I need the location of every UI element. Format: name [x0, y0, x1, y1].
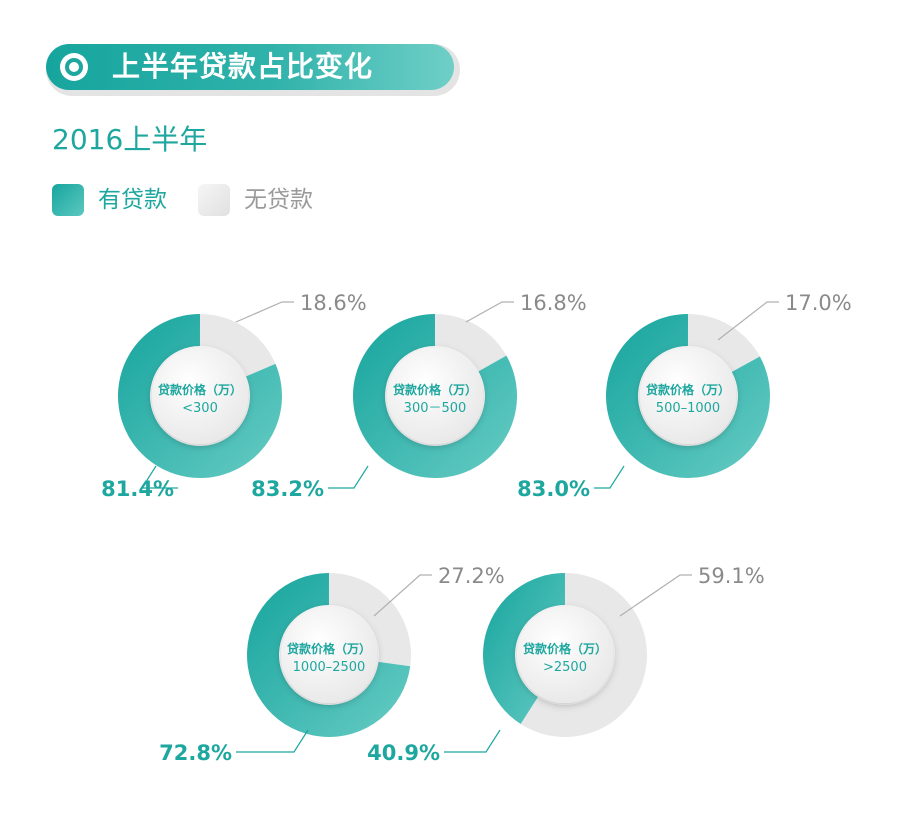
- center-label-range: <300: [182, 401, 218, 416]
- slice-with-loan: [353, 314, 517, 478]
- slice-without-loan: [200, 314, 276, 377]
- chart-subtitle: 2016上半年: [52, 123, 208, 156]
- center-label-title: 贷款价格（万）: [523, 641, 607, 656]
- leader-line-without-loan: [717, 301, 779, 341]
- slice-with-loan: [483, 573, 565, 724]
- donut-chart-5: [483, 573, 647, 738]
- donut-chart-1: [118, 314, 282, 478]
- legend-swatch-without-loan: [198, 184, 230, 216]
- leader-line-without-loan: [373, 574, 432, 617]
- leader-line-without-loan: [619, 574, 692, 617]
- slice-with-loan: [606, 314, 771, 478]
- leader-line-without-loan: [235, 301, 294, 323]
- legend-label-without-loan: 无贷款: [244, 187, 313, 213]
- leader-line-with-loan: [236, 729, 309, 753]
- center-label-title: 贷款价格（万）: [646, 382, 730, 397]
- leader-line-with-loan: [444, 729, 501, 753]
- data-label-with-loan: 40.9%: [367, 741, 440, 765]
- title-bar: 上半年贷款占比变化: [46, 44, 460, 96]
- slice-without-loan: [329, 573, 411, 667]
- donut-center: [387, 348, 483, 444]
- slice-without-loan: [435, 314, 507, 372]
- data-label-with-loan: 72.8%: [159, 741, 232, 765]
- center-label-title: 贷款价格（万）: [158, 382, 242, 397]
- data-label-without-loan: 27.2%: [438, 564, 505, 588]
- page-title: 上半年贷款占比变化: [112, 50, 374, 83]
- center-label-range: 300－500: [404, 401, 467, 416]
- slice-with-loan: [118, 314, 282, 478]
- center-label-range: >2500: [543, 660, 587, 675]
- slice-with-loan: [247, 573, 411, 737]
- data-label-without-loan: 17.0%: [785, 291, 852, 315]
- center-label-title: 贷款价格（万）: [287, 641, 371, 656]
- target-icon: [60, 53, 88, 81]
- title-bar-fill: 上半年贷款占比变化: [46, 44, 454, 90]
- donut-center: [281, 607, 377, 703]
- center-label-title: 贷款价格（万）: [393, 382, 477, 397]
- donut-chart-3: [606, 314, 771, 478]
- donut-center: [640, 348, 736, 444]
- center-label-range: 1000–2500: [293, 660, 366, 675]
- legend-label-with-loan: 有贷款: [98, 187, 167, 213]
- slice-without-loan: [520, 573, 647, 738]
- center-label-range: 500–1000: [656, 401, 720, 416]
- leader-line-with-loan: [594, 465, 625, 489]
- donut-center: [517, 607, 613, 703]
- data-label-with-loan: 83.2%: [251, 477, 324, 501]
- donut-chart-4: [247, 573, 411, 737]
- data-label-with-loan: 83.0%: [517, 477, 590, 501]
- data-label-without-loan: 16.8%: [520, 291, 587, 315]
- data-label-with-loan: 81.4%: [101, 477, 174, 501]
- data-label-without-loan: 59.1%: [698, 564, 765, 588]
- data-label-without-loan: 18.6%: [300, 291, 367, 315]
- leader-line-with-loan: [140, 465, 178, 489]
- leader-line-without-loan: [465, 301, 514, 323]
- slice-without-loan: [688, 314, 760, 372]
- legend-swatch-with-loan: [52, 184, 84, 216]
- leader-line-with-loan: [328, 465, 369, 489]
- donut-chart-2: [353, 314, 517, 478]
- donut-center: [152, 348, 248, 444]
